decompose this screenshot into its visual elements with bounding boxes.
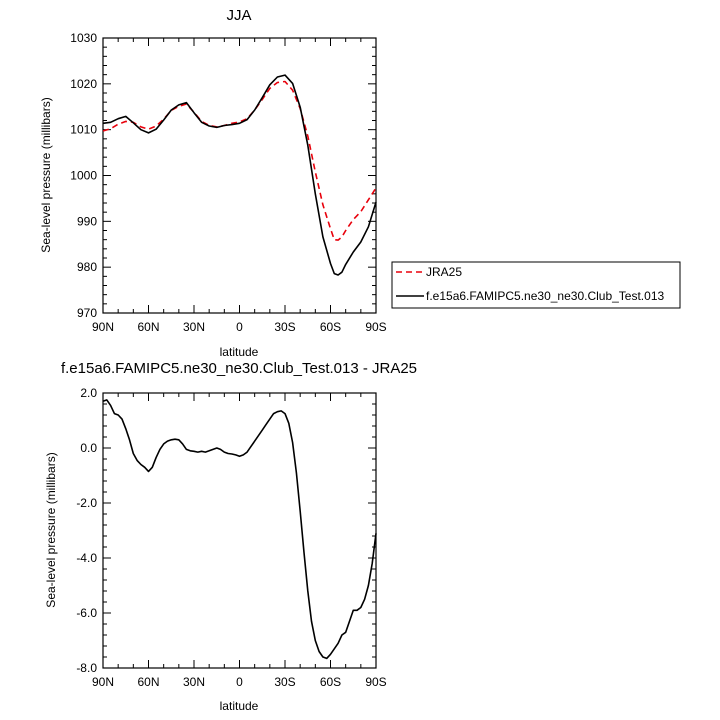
legend-label-model: f.e15a6.FAMIPC5.ne30_ne30.Club_Test.013 bbox=[426, 289, 664, 303]
bottom-chart-title: f.e15a6.FAMIPC5.ne30_ne30.Club_Test.013 … bbox=[61, 360, 417, 377]
top-y-axis-label: Sea-level pressure (millibars) bbox=[39, 97, 53, 252]
bottom-x-tick-label: 30N bbox=[183, 675, 205, 689]
bottom-x-tick-label: 30S bbox=[274, 675, 295, 689]
bottom-chart: f.e15a6.FAMIPC5.ne30_ne30.Club_Test.013 … bbox=[44, 360, 417, 713]
top-x-tick-label: 90S bbox=[365, 320, 386, 334]
top-x-tick-label: 90N bbox=[92, 320, 114, 334]
top-y-tick-label: 980 bbox=[77, 260, 97, 274]
bottom-x-axis-label: latitude bbox=[220, 699, 259, 713]
bottom-series-lines bbox=[102, 399, 377, 660]
bottom-x-tick-label: 90S bbox=[365, 675, 386, 689]
bottom-x-tick-label: 90N bbox=[92, 675, 114, 689]
bottom-y-tick-label: 2.0 bbox=[80, 386, 97, 400]
top-y-tick-label: 970 bbox=[77, 306, 97, 320]
legend: JRA25 f.e15a6.FAMIPC5.ne30_ne30.Club_Tes… bbox=[391, 261, 681, 309]
top-y-tick-label: 990 bbox=[77, 214, 97, 228]
top-y-tick-label: 1030 bbox=[70, 31, 97, 45]
legend-box bbox=[391, 261, 681, 309]
top-x-tick-label: 30S bbox=[274, 320, 295, 334]
bottom-y-tick-label: -8.0 bbox=[76, 661, 97, 675]
bottom-x-tick-label: 60S bbox=[320, 675, 341, 689]
bottom-y-axis-label: Sea-level pressure (millibars) bbox=[44, 452, 58, 607]
bottom-y-tick-label: 0.0 bbox=[80, 441, 97, 455]
top-y-tick-label: 1010 bbox=[70, 123, 97, 137]
bottom-y-tick-label: -2.0 bbox=[76, 496, 97, 510]
top-plot-frame bbox=[102, 37, 377, 314]
bottom-x-tick-label: 60N bbox=[137, 675, 159, 689]
top-chart: JJA 90N 60N 30N 0 30S 60S 90S 970 980 990 1000 101… bbox=[39, 7, 387, 359]
top-x-tick-label: 60S bbox=[320, 320, 341, 334]
bottom-x-tick-label: 0 bbox=[236, 675, 243, 689]
top-x-tick-label: 60N bbox=[137, 320, 159, 334]
top-x-tick-label: 0 bbox=[236, 320, 243, 334]
legend-label-jra25: JRA25 bbox=[426, 265, 462, 279]
bottom-y-tick-label: -4.0 bbox=[76, 551, 97, 565]
top-series-line-1 bbox=[102, 74, 377, 276]
bottom-series-line-0 bbox=[102, 399, 377, 660]
top-x-axis: 90N 60N 30N 0 30S 60S 90S bbox=[92, 38, 387, 334]
bottom-x-axis: 90N 60N 30N 0 30S 60S 90S bbox=[92, 393, 387, 689]
top-y-tick-label: 1020 bbox=[70, 77, 97, 91]
top-chart-title: JJA bbox=[226, 7, 251, 24]
top-series-line-0 bbox=[102, 80, 377, 241]
bottom-plot-frame bbox=[102, 392, 377, 669]
top-y-tick-label: 1000 bbox=[70, 169, 97, 183]
bottom-y-tick-label: -6.0 bbox=[76, 606, 97, 620]
bottom-y-axis: -8.0 -6.0 -4.0 -2.0 0.0 2.0 bbox=[76, 386, 376, 675]
top-x-tick-label: 30N bbox=[183, 320, 205, 334]
top-y-axis: 970 980 990 1000 1010 1020 1030 bbox=[70, 31, 376, 320]
top-series-lines bbox=[102, 74, 377, 276]
top-x-axis-label: latitude bbox=[220, 345, 259, 359]
